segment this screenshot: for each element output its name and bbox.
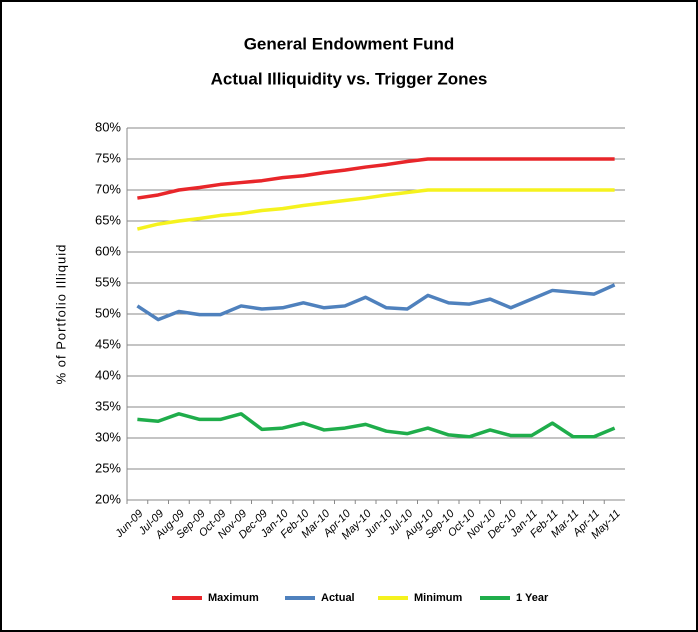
legend-label: Actual [321,592,355,604]
series-line [137,157,615,200]
y-tick-label: 25% [95,460,121,475]
chart-subtitle: Actual Illiquidity vs. Trigger Zones [211,69,488,88]
y-tick-label: 30% [95,429,121,444]
y-tick-label: 65% [95,212,121,227]
y-tick-label: 75% [95,150,121,165]
y-tick-label: 50% [95,305,121,320]
chart-title: General Endowment Fund [244,34,455,53]
y-tick-label: 45% [95,336,121,351]
y-tick-label: 70% [95,181,121,196]
legend-label: Minimum [414,592,462,604]
series-line [136,283,616,322]
legend-label: 1 Year [516,592,549,604]
y-tick-label: 80% [95,119,121,134]
series-line [136,188,615,231]
y-tick-label: 60% [95,243,121,258]
y-axis-label: % of Portfolio Illiquid [53,244,68,385]
y-tick-label: 20% [95,491,121,506]
legend-label: Maximum [208,592,259,604]
y-tick-label: 35% [95,398,121,413]
y-tick-label: 40% [95,367,121,382]
y-tick-label: 55% [95,274,121,289]
series-line [137,412,616,439]
